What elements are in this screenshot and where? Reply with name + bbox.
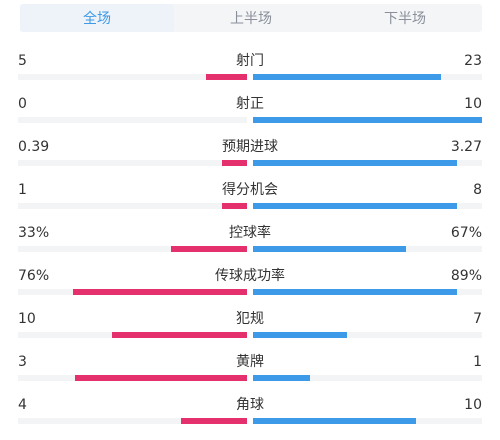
away-value: 10 (464, 96, 482, 112)
away-value: 23 (464, 53, 482, 69)
home-track (18, 289, 247, 295)
stat-row: 黄牌 3 1 (0, 353, 500, 393)
home-track (18, 418, 247, 424)
home-value: 0.39 (18, 139, 50, 155)
home-track (18, 375, 247, 381)
home-bar (222, 203, 247, 209)
stat-row: 控球率 33% 67% (0, 224, 500, 264)
away-value: 67% (450, 225, 482, 241)
stat-label: 角球 (236, 397, 264, 413)
away-value: 10 (464, 397, 482, 413)
home-value: 1 (18, 182, 27, 198)
stat-label: 射正 (236, 96, 264, 112)
home-value: 3 (18, 354, 27, 370)
tab-full-match[interactable]: 全场 (20, 4, 174, 32)
away-value: 3.27 (450, 139, 482, 155)
home-track (18, 332, 247, 338)
away-bar (253, 117, 482, 123)
away-track (253, 289, 482, 295)
stat-label: 犯规 (236, 311, 264, 327)
stat-label: 黄牌 (236, 354, 264, 370)
stat-label: 控球率 (229, 225, 271, 241)
away-bar (253, 246, 406, 252)
away-bar (253, 203, 457, 209)
home-track (18, 160, 247, 166)
home-track (18, 74, 247, 80)
tab-second-half[interactable]: 下半场 (384, 11, 426, 27)
away-bar (253, 375, 310, 381)
away-bar (253, 418, 416, 424)
home-bar (181, 418, 247, 424)
stat-label: 传球成功率 (215, 268, 285, 284)
home-bar (75, 375, 247, 381)
away-track (253, 117, 482, 123)
stat-label: 得分机会 (222, 182, 278, 198)
home-bar (222, 160, 247, 166)
stat-row: 传球成功率 76% 89% (0, 267, 500, 307)
home-value: 76% (18, 268, 50, 284)
away-track (253, 160, 482, 166)
away-track (253, 375, 482, 381)
away-track (253, 74, 482, 80)
home-bar (171, 246, 247, 252)
home-bar (206, 74, 247, 80)
stat-row: 预期进球 0.39 3.27 (0, 138, 500, 178)
home-bar (112, 332, 247, 338)
away-bar (253, 289, 457, 295)
away-track (253, 332, 482, 338)
tab-first-half[interactable]: 上半场 (230, 11, 272, 27)
period-tabs: 全场 上半场 下半场 (20, 4, 482, 32)
away-value: 1 (473, 354, 482, 370)
home-bar (73, 289, 247, 295)
stat-row: 得分机会 1 8 (0, 181, 500, 221)
away-value: 7 (473, 311, 482, 327)
home-track (18, 117, 247, 123)
home-value: 0 (18, 96, 27, 112)
away-value: 89% (450, 268, 482, 284)
away-bar (253, 160, 457, 166)
away-track (253, 203, 482, 209)
home-value: 10 (18, 311, 36, 327)
stat-label: 射门 (236, 53, 264, 69)
home-track (18, 246, 247, 252)
stat-label: 预期进球 (222, 139, 278, 155)
away-track (253, 418, 482, 424)
away-bar (253, 332, 347, 338)
stat-row: 犯规 10 7 (0, 310, 500, 350)
home-value: 33% (18, 225, 50, 241)
stat-row: 射正 0 10 (0, 95, 500, 135)
stat-row: 角球 4 10 (0, 396, 500, 436)
stat-row: 射门 5 23 (0, 52, 500, 92)
home-value: 5 (18, 53, 27, 69)
home-value: 4 (18, 397, 27, 413)
away-value: 8 (473, 182, 482, 198)
away-track (253, 246, 482, 252)
home-track (18, 203, 247, 209)
away-bar (253, 74, 441, 80)
